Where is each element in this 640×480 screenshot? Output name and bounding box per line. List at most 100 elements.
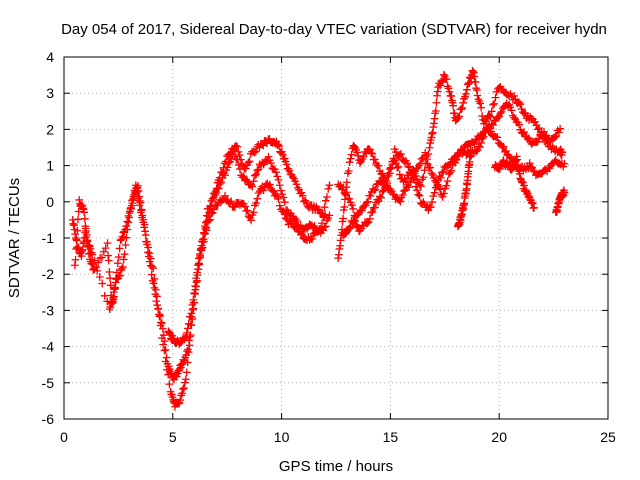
data-point: [419, 173, 428, 182]
data-point: [560, 188, 569, 197]
data-point: [213, 201, 222, 210]
data-point: [153, 292, 161, 301]
data-point: [395, 151, 404, 159]
data-point: [421, 148, 430, 157]
data-point: [392, 148, 400, 156]
data-point: [439, 167, 448, 176]
data-point: [470, 140, 479, 148]
data-point: [442, 181, 451, 190]
data-point: [153, 301, 162, 310]
data-point: [149, 279, 158, 288]
data-point: [119, 255, 128, 264]
data-point: [471, 78, 480, 86]
data-point: [477, 138, 486, 147]
data-point: [191, 290, 200, 298]
data-point: [374, 161, 383, 170]
data-point: [186, 312, 195, 321]
data-point: [347, 150, 356, 159]
data-point: [125, 209, 134, 217]
data-point: [199, 235, 208, 243]
data-point: [402, 177, 410, 185]
data-point: [497, 108, 506, 116]
data-point: [387, 164, 395, 173]
data-point: [551, 133, 560, 141]
data-point: [280, 198, 289, 207]
data-point: [272, 168, 280, 177]
data-point: [141, 231, 150, 239]
data-point: [258, 140, 266, 149]
data-point: [189, 304, 198, 313]
data-point: [275, 201, 284, 210]
data-point: [506, 103, 515, 112]
data-point: [445, 87, 454, 96]
data-point: [202, 223, 211, 232]
data-point: [368, 149, 377, 158]
data-point: [235, 151, 244, 159]
data-point: [298, 191, 307, 200]
data-point: [74, 207, 83, 216]
data-point: [559, 162, 568, 171]
series-points: [490, 152, 538, 213]
data-point: [467, 146, 475, 155]
data-point: [310, 222, 319, 230]
data-point: [112, 268, 121, 277]
data-point: [98, 279, 107, 288]
data-point: [292, 180, 301, 189]
data-point: [274, 176, 283, 184]
data-point: [343, 178, 351, 187]
data-point: [251, 147, 260, 156]
data-point: [531, 117, 540, 126]
data-point: [401, 186, 410, 194]
data-point: [110, 292, 118, 301]
data-point: [160, 346, 169, 355]
data-point: [200, 230, 209, 238]
x-tick-label: 10: [274, 429, 290, 445]
data-point: [250, 148, 259, 157]
data-point: [252, 170, 260, 179]
data-point: [280, 210, 289, 219]
data-point: [204, 212, 213, 221]
data-point: [382, 181, 391, 190]
data-point: [231, 203, 239, 211]
data-point: [203, 217, 212, 225]
data-point: [190, 289, 199, 297]
data-point: [442, 75, 451, 83]
data-point: [72, 236, 81, 245]
data-point: [515, 120, 523, 129]
data-point: [346, 154, 355, 163]
data-point: [345, 158, 354, 167]
data-point: [405, 183, 413, 191]
data-point: [259, 186, 268, 195]
data-point: [438, 168, 446, 177]
data-point: [145, 257, 154, 266]
data-point: [507, 106, 516, 115]
data-point: [476, 99, 485, 108]
data-point: [182, 328, 191, 337]
data-point: [485, 111, 494, 120]
data-point: [436, 174, 445, 182]
data-point: [510, 92, 518, 100]
data-point: [98, 253, 106, 262]
data-point: [221, 191, 229, 200]
data-point: [487, 127, 495, 136]
data-point: [375, 192, 384, 201]
data-point: [370, 186, 379, 195]
data-point: [205, 208, 214, 217]
data-point: [249, 208, 258, 217]
data-point: [122, 233, 131, 242]
data-point: [147, 270, 156, 279]
data-point: [388, 157, 397, 166]
data-point: [378, 187, 387, 196]
series-points: [454, 146, 475, 231]
data-point: [371, 203, 379, 212]
data-point: [362, 198, 371, 207]
data-point: [477, 103, 486, 112]
data-point: [222, 157, 230, 166]
y-tick-label: 0: [46, 194, 54, 210]
data-point: [315, 205, 323, 214]
data-point: [243, 206, 252, 215]
data-point: [274, 194, 283, 203]
data-point: [517, 105, 526, 113]
data-point: [120, 250, 129, 259]
data-point: [249, 177, 258, 186]
